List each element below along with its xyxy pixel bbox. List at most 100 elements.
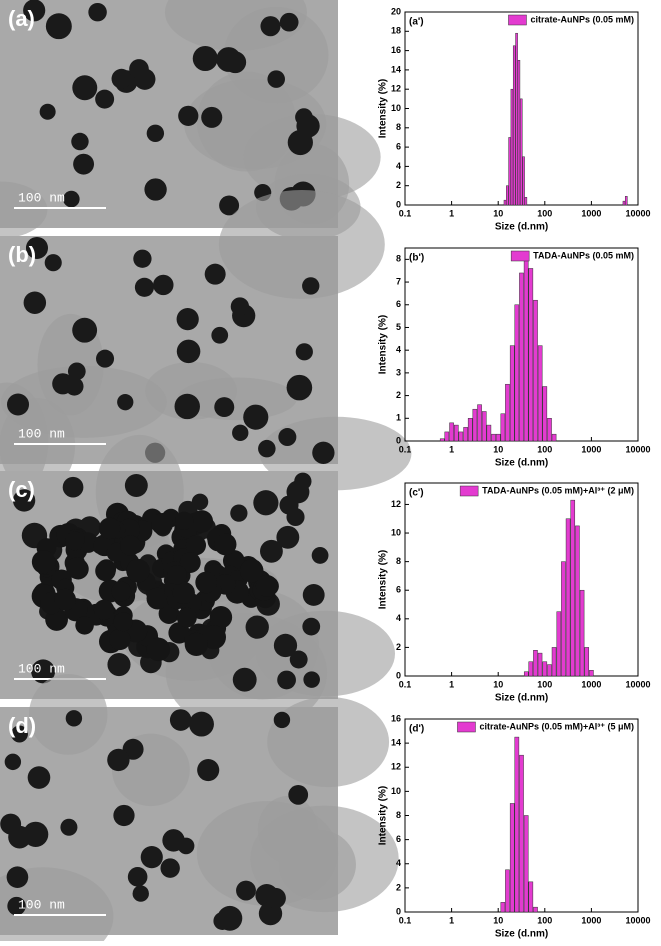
particle (133, 249, 152, 268)
bar (491, 433, 496, 442)
particle (204, 263, 226, 285)
panel-label: (d) (8, 713, 36, 738)
y-tick-label: 14 (391, 738, 401, 748)
plot-frame (404, 482, 639, 677)
bar (458, 431, 464, 442)
scale-bar-label: 100 nm (18, 661, 65, 676)
bar (503, 199, 507, 206)
particle (189, 711, 214, 737)
legend-label: TADA-AuNPs (0.05 mM)+Al³⁺ (2 μM) (482, 485, 634, 495)
x-tick-label: 100 (537, 679, 552, 689)
y-tick-label: 8 (396, 122, 401, 132)
particle (236, 880, 256, 901)
particle (253, 490, 279, 516)
chart-title: (a') (409, 17, 424, 28)
x-tick-label: 1000 (581, 679, 601, 689)
y-tick-label: 8 (396, 810, 401, 820)
bar (517, 60, 521, 206)
legend-swatch (457, 721, 476, 733)
y-axis-label: Intensity (%) (378, 315, 389, 374)
particle (185, 535, 207, 556)
y-tick-label: 2 (396, 882, 401, 892)
scale-bar-label: 100 nm (18, 190, 65, 205)
y-tick-label: 4 (396, 161, 401, 171)
particle (273, 633, 298, 658)
particle (211, 326, 229, 344)
particle (12, 489, 36, 512)
y-tick-label: 0 (396, 435, 401, 445)
y-tick-label: 12 (391, 499, 401, 509)
particle (98, 517, 121, 540)
bar (523, 815, 529, 913)
particle (62, 476, 84, 498)
particle (230, 504, 248, 522)
particle (63, 190, 80, 208)
y-tick-label: 2 (396, 390, 401, 400)
x-axis-label: Size (d.nm) (495, 222, 548, 233)
particle (66, 557, 88, 579)
y-tick-label: 20 (391, 6, 401, 16)
y-tick-label: 7 (396, 276, 401, 286)
particle (153, 274, 174, 296)
particle (127, 867, 148, 887)
panel-label: (c) (8, 477, 35, 502)
chart-title: (c') (409, 488, 424, 499)
x-tick-label: 10 (493, 679, 503, 689)
bar (579, 589, 585, 677)
bar (449, 422, 454, 442)
x-tick-label: 0.1 (399, 915, 412, 925)
bar (509, 345, 515, 442)
particle (176, 607, 197, 628)
particle (88, 2, 107, 22)
bar (481, 411, 487, 442)
bar (547, 664, 552, 677)
bar (463, 427, 468, 442)
texture (250, 805, 399, 913)
particle (146, 587, 169, 610)
bar (509, 803, 515, 913)
particle (172, 581, 195, 605)
panel-label: (b) (8, 242, 36, 267)
bar (547, 418, 552, 442)
legend-swatch (459, 485, 479, 497)
y-tick-label: 10 (391, 527, 401, 537)
y-tick-label: 5 (396, 322, 401, 332)
x-tick-label: 100 (537, 444, 552, 454)
particle (23, 821, 49, 847)
particle (287, 129, 313, 156)
particle (230, 297, 250, 316)
y-tick-label: 4 (396, 858, 401, 868)
bar (575, 525, 580, 677)
particle (311, 547, 329, 564)
x-tick-label: 1000 (581, 208, 601, 218)
particle (44, 254, 62, 272)
particle (312, 441, 335, 464)
particle (213, 911, 232, 930)
bar (505, 383, 510, 442)
y-tick-label: 16 (391, 713, 401, 723)
bar (522, 156, 525, 206)
bar (524, 197, 528, 206)
x-tick-label: 100 (537, 208, 552, 218)
particle (31, 659, 56, 684)
particle (45, 13, 72, 40)
bar (523, 259, 529, 442)
y-tick-label: 6 (396, 834, 401, 844)
particle (302, 617, 321, 636)
x-tick-label: 10 (493, 915, 503, 925)
bar (589, 670, 594, 677)
particle (214, 397, 235, 418)
particle (109, 628, 131, 651)
particle (288, 784, 309, 805)
y-tick-label: 2 (396, 642, 401, 652)
texture (0, 867, 114, 946)
x-tick-label: 1 (449, 679, 454, 689)
particle (277, 670, 296, 690)
particle (176, 339, 201, 364)
chart-title: (b') (409, 253, 424, 264)
panel-label: (a) (8, 6, 35, 31)
particle (27, 766, 51, 789)
bar (551, 647, 557, 677)
particle (95, 89, 115, 109)
